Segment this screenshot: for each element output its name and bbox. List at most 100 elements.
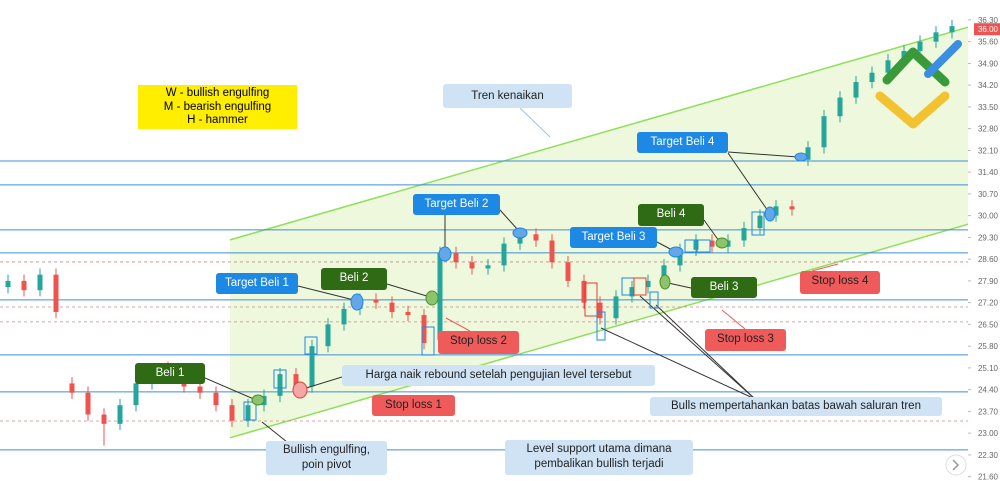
marker xyxy=(350,293,364,311)
last-price-label: 36.00 xyxy=(978,25,999,34)
y-tick-label: 24.40 xyxy=(978,386,999,395)
candle-body xyxy=(469,262,475,269)
leader-line xyxy=(811,263,839,272)
markers xyxy=(251,152,808,406)
candle-body xyxy=(341,308,347,325)
pattern-box xyxy=(751,211,765,236)
price-axis: 21.60 22.30 23.00 23.70 24.40 25.10 25.80 26.50… xyxy=(968,0,1000,481)
last-price-badge xyxy=(974,23,1000,36)
pattern-box xyxy=(584,282,598,317)
marker xyxy=(794,152,808,162)
note: Beli 2 xyxy=(321,268,387,290)
y-tick-label: 36.30 xyxy=(978,16,999,25)
candle-body xyxy=(453,252,459,263)
candle-body xyxy=(949,26,955,33)
y-tick-label: 33.50 xyxy=(978,103,999,112)
pattern-box xyxy=(421,326,435,356)
candle-body xyxy=(213,392,219,406)
y-tick-label: 25.10 xyxy=(978,364,999,373)
candle-body xyxy=(821,116,827,148)
y-tick-label: 32.80 xyxy=(978,125,999,134)
candle-body xyxy=(405,311,411,316)
leader-line xyxy=(721,309,746,330)
y-tick-label: 21.60 xyxy=(978,473,999,481)
channel-lower xyxy=(229,214,1000,439)
note-line: Level support utama dimana xyxy=(526,443,672,455)
marker xyxy=(715,237,729,249)
y-tick-label: 26.50 xyxy=(978,320,999,329)
candle-body xyxy=(245,405,251,421)
note: Beli 1 xyxy=(135,363,205,384)
scroll-button[interactable] xyxy=(945,454,967,476)
candle-body xyxy=(677,249,683,266)
y-tick-label: 29.30 xyxy=(978,233,999,242)
candle-body xyxy=(613,296,619,319)
candle-body xyxy=(277,374,283,396)
y-tick-label: 25.80 xyxy=(978,342,999,351)
channel-upper xyxy=(229,17,1000,241)
candle-body xyxy=(517,234,523,244)
leader-line xyxy=(655,304,756,400)
pattern-box xyxy=(273,369,287,389)
legend-line: H - hammer xyxy=(187,114,248,126)
candles xyxy=(5,19,955,446)
y-tick-label: 22.30 xyxy=(978,451,999,460)
note: Target Beli 4 xyxy=(637,132,728,153)
candle-body xyxy=(229,405,235,421)
candle-body xyxy=(5,280,11,288)
annotation-graphics xyxy=(204,40,967,476)
pattern-box xyxy=(304,336,318,355)
pattern-box xyxy=(696,239,711,253)
candle-body xyxy=(565,262,571,281)
candle-body xyxy=(869,72,875,83)
y-tick-label: 27.20 xyxy=(978,299,999,308)
leader-line xyxy=(297,285,355,301)
note-line: Bullish engulfing, xyxy=(283,444,370,456)
logo xyxy=(875,40,962,129)
y-tick-label: 23.70 xyxy=(978,407,999,416)
note-line: poin pivot xyxy=(301,459,352,471)
candle-body xyxy=(933,32,939,42)
leader-line xyxy=(703,219,720,242)
y-tick-label: 35.60 xyxy=(978,38,999,47)
note: Level support utama dimana pembalikan bu… xyxy=(505,440,693,475)
note-line: pembalikan bullish terjadi xyxy=(534,458,664,470)
note: Target Beli 2 xyxy=(413,194,500,215)
candle-body xyxy=(837,97,843,117)
pattern-box xyxy=(243,401,257,421)
leader-line xyxy=(302,376,343,390)
candle-body xyxy=(309,346,315,387)
axis-bg xyxy=(968,0,1000,481)
leader-line xyxy=(204,377,257,401)
candle-body xyxy=(485,265,491,269)
legend-line: M - bearish engulfing xyxy=(163,100,272,113)
candle-body xyxy=(421,315,427,344)
candle-body xyxy=(325,324,331,347)
candle-body xyxy=(133,383,139,406)
y-tick-label: 23.00 xyxy=(978,429,999,438)
candle-body xyxy=(69,383,75,393)
leader-line xyxy=(727,152,769,212)
note: Target Beli 3 xyxy=(570,227,657,248)
note: Bullish engulfing, poin pivot xyxy=(266,441,387,475)
marker xyxy=(292,381,308,399)
pattern-box xyxy=(596,311,606,341)
y-tick-label: 32.10 xyxy=(978,146,999,155)
candle-body xyxy=(197,386,203,393)
marker xyxy=(512,227,528,239)
marker xyxy=(438,246,452,262)
leader-line xyxy=(667,282,692,289)
leader-line xyxy=(727,151,799,158)
candle-body xyxy=(373,299,379,303)
note: Stop loss 3 xyxy=(705,329,786,351)
candle-body xyxy=(853,82,859,98)
y-tick-label: 34.20 xyxy=(978,81,999,90)
candle-body xyxy=(885,60,891,73)
leader-line xyxy=(499,209,519,231)
pattern-box xyxy=(649,291,659,309)
note: Beli 3 xyxy=(691,277,757,298)
candle-body xyxy=(117,405,123,424)
candle-body xyxy=(789,206,795,210)
candle-body xyxy=(53,274,59,312)
candle-body xyxy=(805,147,811,160)
